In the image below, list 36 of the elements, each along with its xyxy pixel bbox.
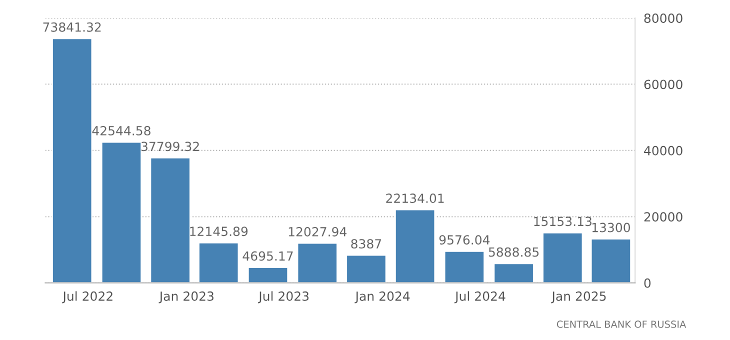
y-tick-label: 60000 (644, 80, 682, 90)
x-tick-label: Jul 2022 (62, 291, 112, 304)
data-label: 15153.13 (534, 216, 592, 226)
y-tick-label: 80000 (644, 13, 682, 23)
y-tick-label: 20000 (644, 212, 682, 222)
bar (296, 242, 338, 283)
x-tick-label: Jan 2025 (551, 291, 606, 304)
data-label: 4695.17 (242, 251, 293, 261)
x-tick-label: Jan 2023 (158, 291, 214, 304)
x-tick-label: Jul 2024 (454, 291, 506, 304)
x-tick-label: Jan 2024 (354, 291, 410, 304)
y-tick-label: 40000 (644, 146, 682, 156)
bar (542, 232, 584, 283)
data-label: 5888.85 (488, 247, 539, 257)
bar (100, 141, 142, 283)
bar (394, 208, 436, 283)
bar (247, 266, 289, 283)
y-tick-label: 0 (644, 278, 651, 288)
data-label: 37799.32 (141, 142, 199, 152)
x-tick-label: Jul 2023 (258, 291, 309, 304)
bar (590, 238, 632, 283)
data-label: 12145.89 (190, 226, 248, 236)
data-label: 13300 (592, 222, 630, 232)
data-label: 8387 (351, 239, 382, 249)
data-label: 42544.58 (92, 126, 150, 136)
text: CENTRAL BANK OF RUSSIA (556, 320, 686, 328)
bar (52, 38, 93, 283)
bar (444, 250, 485, 283)
bar (493, 262, 534, 283)
bar (198, 242, 240, 283)
data-label: 73841.32 (43, 22, 101, 32)
bar (346, 254, 387, 283)
bar (150, 157, 191, 283)
data-label: 12027.94 (288, 227, 346, 236)
data-label: 9576.04 (439, 235, 490, 245)
data-label: 22134.01 (386, 194, 444, 204)
